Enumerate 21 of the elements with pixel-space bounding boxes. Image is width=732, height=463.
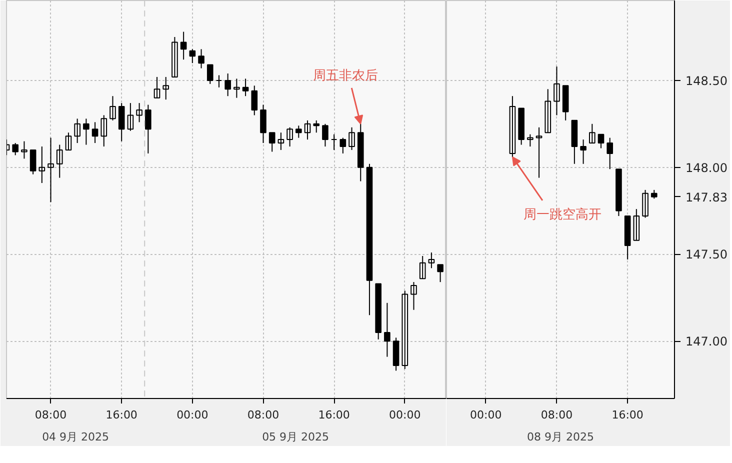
text: 05 9月 2025 xyxy=(262,430,330,444)
x-tick-label: 00:00 xyxy=(176,408,208,422)
y-tick-label: 148.50 xyxy=(686,74,728,88)
text: 04 9月 2025 xyxy=(42,430,110,444)
annotation: 周五非农后 xyxy=(313,68,378,84)
candlestick xyxy=(330,134,338,150)
x-tick-label: 00:00 xyxy=(470,408,502,422)
x-tick-label: 16:00 xyxy=(318,408,350,422)
candlestick xyxy=(216,74,222,88)
x-tick-label: 08:00 xyxy=(247,408,280,422)
y-tick-label: 148.00 xyxy=(686,160,728,175)
x-tick-label: 16:00 xyxy=(612,408,644,422)
y-tick-label: 147.83 xyxy=(686,190,728,204)
x-tick-label: 08:00 xyxy=(34,408,67,422)
y-tick-label: 147.50 xyxy=(686,248,728,262)
x-tick-label: 16:00 xyxy=(106,408,138,422)
x-tick-label: 00:00 xyxy=(389,408,421,422)
x-tick-label: 08:00 xyxy=(540,408,573,422)
text: 08 9月 2025 xyxy=(527,430,594,444)
annotation: 周一跳空高开 xyxy=(523,206,602,222)
y-tick-label: 147.00 xyxy=(686,334,728,349)
